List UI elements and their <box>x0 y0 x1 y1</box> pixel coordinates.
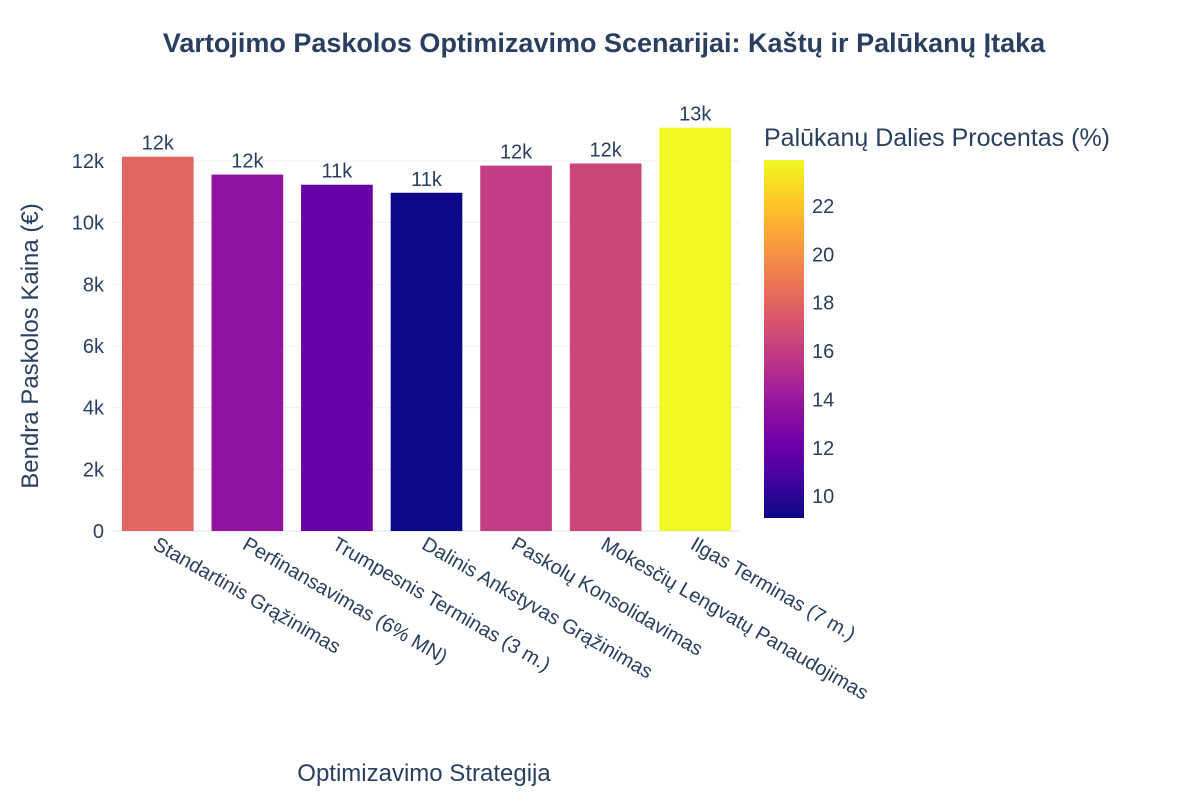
colorbar-title: Palūkanų Dalies Procentas (%) <box>764 124 1110 152</box>
chart-title: Vartojimo Paskolos Optimizavimo Scenarij… <box>163 28 1046 58</box>
y-axis-label: Bendra Paskolos Kaina (€) <box>17 203 44 489</box>
bar-data-label: 13k <box>679 104 712 126</box>
bar-data-label: 11k <box>322 161 354 183</box>
bar[interactable] <box>659 127 732 531</box>
bar-data-label: 12k <box>142 133 175 155</box>
bar-data-label: 11k <box>411 169 443 191</box>
bar-data-label: 12k <box>590 139 623 161</box>
colorbar-tick-label: 10 <box>812 486 834 508</box>
colorbar-tick-label: 16 <box>812 341 834 363</box>
bar[interactable] <box>569 163 642 531</box>
bar-data-label: 12k <box>231 151 264 173</box>
bar[interactable] <box>390 192 463 531</box>
colorbar-tick-label: 18 <box>812 293 834 315</box>
bars: 12k 12k 11k 11k 12k 12k 13k <box>121 104 732 532</box>
colorbar-tick-label: 12 <box>812 438 834 460</box>
colorbar-ticks: 10 12 14 16 18 20 22 <box>812 196 834 508</box>
colorbar-tick-label: 22 <box>812 196 834 218</box>
colorbar-tick-label: 14 <box>812 389 834 411</box>
colorbar-tick-label: 20 <box>812 244 834 266</box>
colorbar-gradient <box>764 160 804 518</box>
y-tick-label: 10k <box>72 213 105 235</box>
bar[interactable] <box>480 165 552 531</box>
y-tick-label: 8k <box>83 274 105 296</box>
y-tick-label: 6k <box>83 336 105 358</box>
bar[interactable] <box>301 184 373 531</box>
x-axis-label: Optimizavimo Strategija <box>297 760 551 787</box>
y-tick-label: 4k <box>83 398 105 420</box>
colorbar: Palūkanų Dalies Procentas (%) 10 12 14 16 18… <box>764 124 1110 518</box>
y-axis-ticks: 0 2k 4k 6k 8k 10k 12k <box>72 151 105 543</box>
y-tick-label: 12k <box>72 151 105 173</box>
bar[interactable] <box>211 174 284 532</box>
bar-data-label: 12k <box>500 142 533 164</box>
y-tick-label: 2k <box>83 459 105 481</box>
y-tick-label: 0 <box>93 521 104 543</box>
bar[interactable] <box>121 156 194 531</box>
